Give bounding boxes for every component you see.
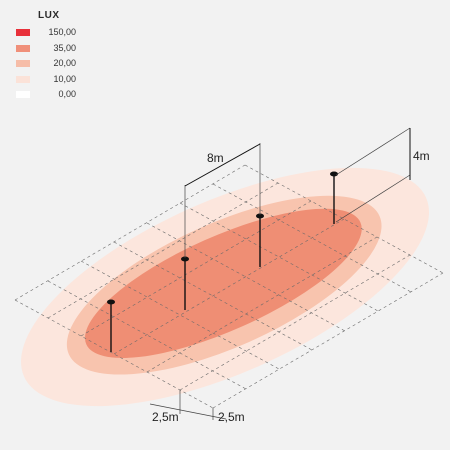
luminaire-1 [107, 299, 115, 352]
legend-item-20: 20,00 [16, 58, 76, 74]
legend-item-0: 0,00 [16, 89, 76, 105]
legend-value: 150,00 [48, 27, 76, 37]
legend-swatch [16, 91, 30, 98]
legend-value: 0,00 [58, 89, 76, 99]
legend-swatch [16, 29, 30, 36]
legend-swatch [16, 44, 30, 52]
dimension-left-label: 2,5m [152, 410, 179, 424]
floor-grid [14, 164, 444, 409]
luminaire-2 [181, 256, 189, 310]
legend-item-10: 10,00 [16, 74, 76, 90]
dimension-4m [335, 127, 411, 223]
dimension-8m-label: 8m [207, 151, 224, 165]
dimension-right-label: 2,5m [218, 410, 245, 424]
legend-value: 20,00 [53, 58, 76, 68]
luminaire-3 [256, 213, 264, 267]
dimension-bottom [149, 390, 227, 420]
dimension-8m [184, 143, 261, 258]
lux-zone-35 [85, 208, 362, 358]
lux-legend: LUX 150,00 35,00 20,00 10,00 0,00 [16, 10, 76, 105]
legend-swatch [16, 75, 30, 83]
legend-value: 35,00 [53, 42, 76, 53]
legend-title: LUX [38, 10, 60, 21]
legend-item-35: 35,00 [16, 43, 76, 59]
dimension-4m-label: 4m [413, 149, 430, 163]
luminaire-4 [330, 171, 338, 224]
legend-swatch [16, 60, 30, 67]
legend-item-150: 150,00 [16, 27, 76, 43]
legend-value: 10,00 [53, 73, 76, 84]
